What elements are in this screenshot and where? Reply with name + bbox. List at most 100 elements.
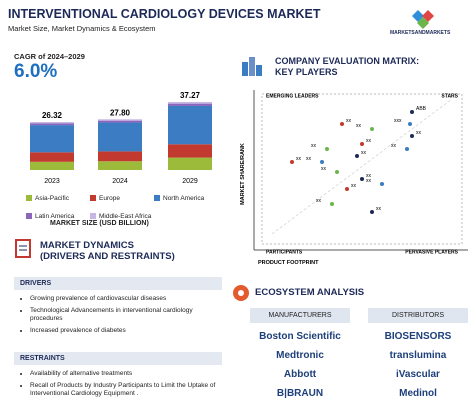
- x-tick-label: 2023: [44, 178, 60, 185]
- eco-logo: translumina: [389, 350, 447, 361]
- company-dot: [330, 202, 334, 206]
- eco-logo: B|BRAUN: [276, 388, 324, 399]
- quadrant-label: STARS: [441, 93, 458, 99]
- legend-label: Asia-Pacific: [35, 194, 69, 202]
- legend-swatch: [90, 213, 96, 219]
- eco-logo: Abbott: [283, 369, 317, 380]
- company-dot: [410, 110, 414, 114]
- company-label: xx: [356, 123, 362, 129]
- company-dot: [290, 160, 294, 164]
- company-dot: [380, 182, 384, 186]
- legend-label: Latin America: [35, 212, 75, 220]
- legend-item: Middle-East Africa: [90, 213, 154, 220]
- drivers-heading: DRIVERS: [14, 277, 222, 290]
- company-label: xx: [366, 178, 372, 184]
- quadrant-label: EMERGING LEADERS: [266, 93, 319, 99]
- x-label: PRODUCT FOOTPRINT: [258, 260, 319, 266]
- eco-icon: [233, 285, 249, 301]
- list-item: Increased prevalence of diabetes: [30, 327, 223, 336]
- company-label: xx: [366, 173, 372, 179]
- company-dot: [325, 147, 329, 151]
- list-item: Recall of Products by Industry Participa…: [30, 382, 223, 399]
- logo-mark: [412, 10, 434, 29]
- company-dot: [340, 122, 344, 126]
- eco-logo: Medinol: [399, 388, 437, 399]
- bar-segment: [30, 152, 74, 162]
- company-label: ABB: [416, 106, 427, 112]
- legend-swatch: [26, 213, 32, 219]
- company-dot: [370, 127, 374, 131]
- drivers-list: Growing prevalence of cardiovascular dis…: [18, 295, 223, 338]
- list-item: Availability of alternative treatments: [30, 370, 223, 379]
- legend-swatch: [154, 195, 160, 201]
- total-label: 27.80: [110, 108, 131, 117]
- company-dot: [360, 177, 364, 181]
- matrix: EMERGING LEADERS STARS PARTICIPANTS PERVASI…: [240, 90, 468, 266]
- list-item: Growing prevalence of cardiovascular dis…: [30, 295, 223, 304]
- bar-segment: [30, 121, 74, 124]
- company-dot: [320, 160, 324, 164]
- total-label: 26.32: [42, 111, 63, 120]
- total-label: 37.27: [180, 91, 201, 100]
- bar-segment: [98, 122, 142, 152]
- company-dot: [370, 210, 374, 214]
- list-item: Technological Advancements in interventi…: [30, 307, 223, 324]
- company-dot: [345, 187, 349, 191]
- company-dot: [335, 170, 339, 174]
- eco-logo: Boston Scientific: [259, 331, 341, 342]
- legend-item: Europe: [90, 195, 154, 202]
- eco-logo: iVascular: [396, 369, 440, 380]
- x-tick-label: 2029: [182, 178, 198, 185]
- company-label: xxx: [394, 118, 402, 124]
- legend-label: Middle-East Africa: [99, 212, 152, 220]
- quadrant-label: PARTICIPANTS: [266, 249, 303, 255]
- company-label: xx: [316, 198, 322, 204]
- legend-label: North America: [163, 194, 205, 202]
- company-dot: [355, 154, 359, 158]
- company-label: xx: [391, 143, 397, 149]
- bar-segment: [98, 151, 142, 162]
- legend-swatch: [26, 195, 32, 201]
- eco-column: MANUFACTURERS Boston Scientific Medtronic A…: [250, 308, 350, 407]
- subtitle: Market Size, Market Dynamics & Ecosystem: [8, 24, 156, 33]
- bar-segment: [30, 125, 74, 153]
- quadrant-box: [261, 93, 463, 245]
- eco-columns: MANUFACTURERS Boston Scientific Medtronic A…: [250, 308, 468, 407]
- bar-segment: [168, 144, 212, 158]
- bar-segment: [98, 161, 142, 170]
- company-label: xx: [296, 156, 302, 162]
- company-dot: [410, 134, 414, 138]
- bar-segment: [168, 157, 212, 170]
- company-label: xx: [366, 138, 372, 144]
- bar-segment: [30, 161, 74, 170]
- dynamics-icon: [15, 239, 31, 258]
- restraints-heading: RESTRAINTS: [14, 352, 222, 365]
- matrix-title: COMPANY EVALUATION MATRIX:: [275, 56, 420, 66]
- legend: Asia-Pacific Europe North America Latin Ame…: [26, 188, 226, 224]
- company-label: xx: [361, 150, 367, 156]
- x-tick-label: 2024: [112, 178, 128, 185]
- company-label: xx: [416, 130, 422, 136]
- company-label: xx: [311, 143, 317, 149]
- eco-column: DISTRIBUTORS BIOSENSORS translumina iVascul…: [368, 308, 468, 407]
- quadrant-label: PERVASIVE PLAYERS: [405, 249, 458, 255]
- legend-swatch: [90, 195, 96, 201]
- logo-text: MARKETSANDMARKETS: [390, 30, 451, 36]
- matrix-title: KEY PLAYERS: [275, 67, 338, 77]
- legend-item: Asia-Pacific: [26, 195, 90, 202]
- company-label: xx: [306, 156, 312, 162]
- company-dot: [405, 147, 409, 151]
- bar-segment: [30, 123, 74, 126]
- restraints-list: Availability of alternative treatments Re…: [18, 370, 223, 402]
- dynamics-title: MARKET DYNAMICS: [40, 240, 134, 251]
- eco-title: ECOSYSTEM ANALYSIS: [255, 287, 365, 298]
- cagr-value: 6.0%: [14, 61, 58, 82]
- bar-chart: 26.32 2023 27.80 2024 37.27 2029: [30, 91, 212, 185]
- legend-item: Latin America: [26, 213, 90, 220]
- company-label: xx: [321, 166, 327, 172]
- bar-segment: [168, 105, 212, 145]
- legend-item: North America: [154, 195, 218, 202]
- eco-logo: BIOSENSORS: [384, 331, 452, 342]
- bar-segment: [98, 120, 142, 123]
- eco-logo: Medtronic: [276, 350, 324, 361]
